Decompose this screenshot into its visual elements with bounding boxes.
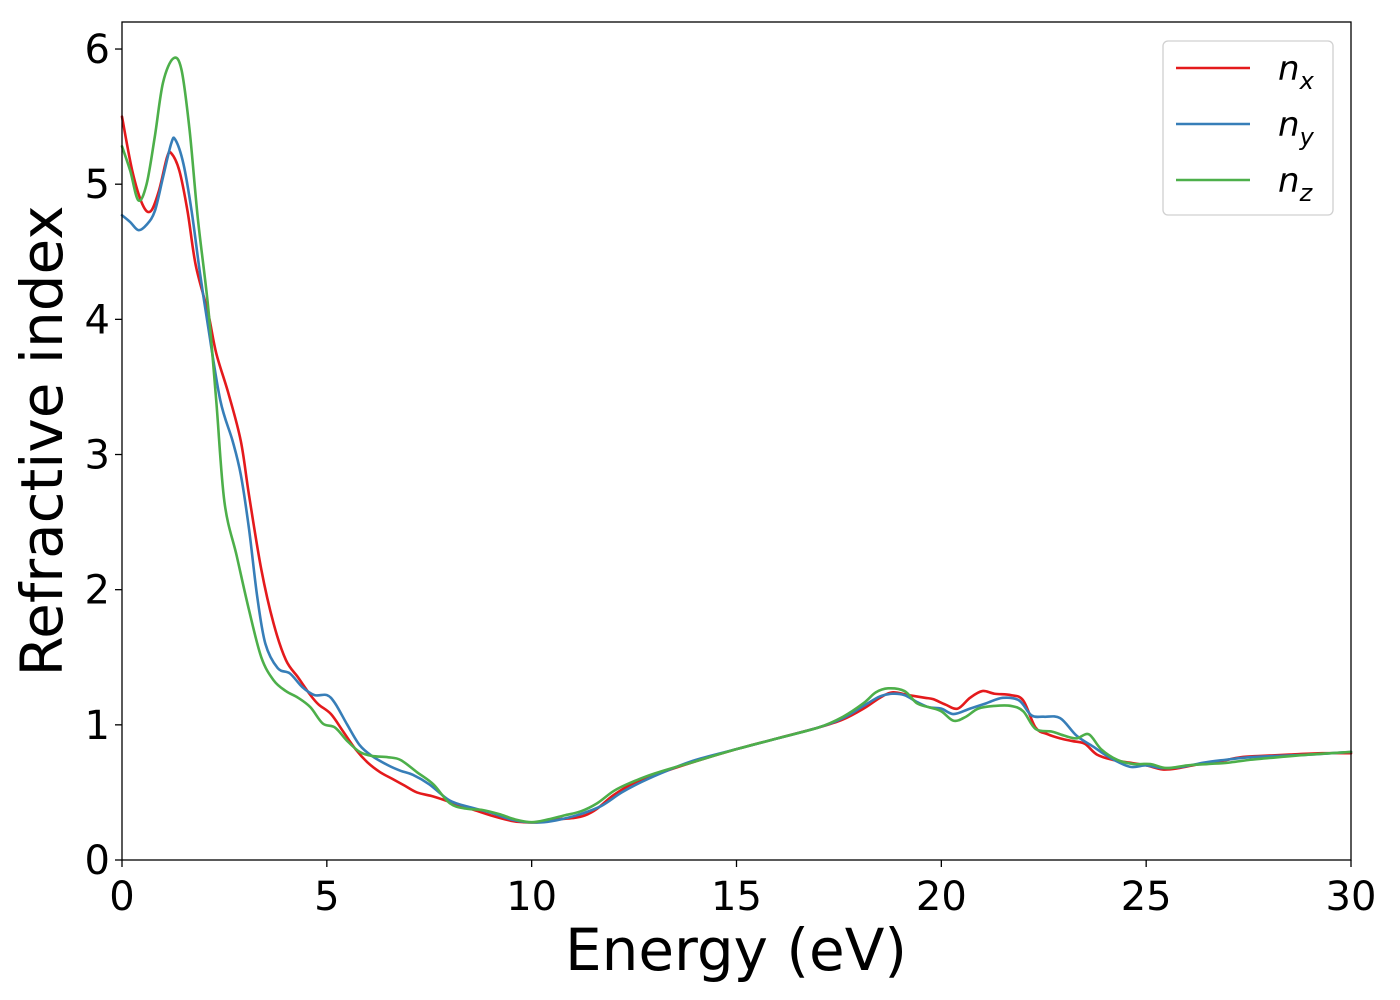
x-tick-label: 25 [1121, 874, 1172, 920]
x-tick-label: 30 [1326, 874, 1377, 920]
y-tick-label: 5 [85, 162, 110, 208]
x-tick-label: 0 [109, 874, 134, 920]
y-tick-label: 0 [85, 838, 110, 884]
series-lines [120, 56, 1353, 824]
y-axis-label: Refractive index [8, 205, 76, 676]
y-tick-label: 3 [85, 433, 110, 479]
x-tick-label: 15 [711, 874, 762, 920]
y-tick-label: 1 [85, 703, 110, 749]
x-tick-label: 10 [506, 874, 557, 920]
legend-label-nx: nx [1278, 49, 1315, 95]
y-tick-label: 2 [85, 568, 110, 614]
legend-box [1162, 40, 1334, 216]
legend-label-nz: nz [1278, 161, 1314, 207]
series-line-ny [120, 136, 1353, 824]
y-axis-ticks: 0 1 2 3 4 5 6 [85, 27, 122, 884]
y-tick-label: 4 [85, 297, 110, 343]
x-axis-ticks: 0 5 10 15 20 25 30 [109, 860, 1376, 920]
x-tick-label: 5 [314, 874, 339, 920]
series-line-nz [120, 56, 1353, 824]
plot-area [122, 22, 1351, 860]
x-axis-label: Energy (eV) [565, 916, 907, 984]
legend-label-ny: ny [1278, 105, 1315, 151]
x-tick-label: 20 [916, 874, 967, 920]
y-tick-label: 6 [85, 27, 110, 73]
legend: nx ny nz [1162, 40, 1334, 216]
